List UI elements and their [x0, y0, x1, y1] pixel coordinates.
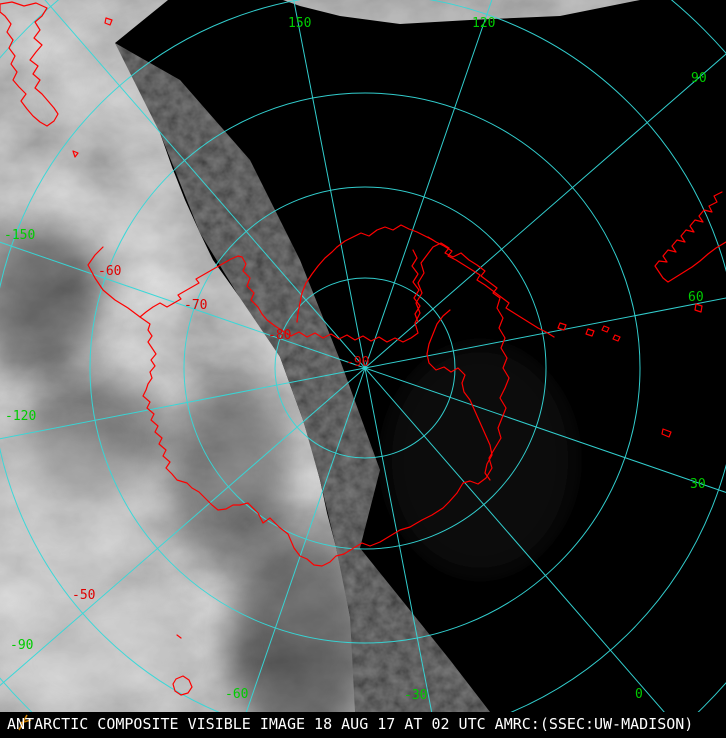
lon-label--30: -30	[404, 688, 427, 703]
ice-shelf-front-east	[411, 249, 421, 323]
lon-label--120: -120	[5, 409, 36, 424]
lat-label--80: -80	[268, 328, 291, 343]
caption-bar	[0, 712, 726, 738]
east-antarctic-inlet	[426, 309, 493, 481]
lon-label-150: 150	[288, 16, 311, 31]
islet-topleft	[104, 17, 113, 26]
meridian-60	[364, 297, 726, 369]
lat-label--60: -60	[98, 264, 121, 279]
meridian-0	[364, 367, 665, 712]
meridian--150	[0, 241, 366, 369]
topleft-island-coast	[0, 1, 59, 127]
island-1	[557, 322, 567, 331]
meridian--30	[364, 367, 433, 712]
islet-bottom	[172, 675, 193, 696]
queen-maud-coast	[336, 224, 434, 248]
lon-label-120: 120	[472, 16, 495, 31]
meridian--60	[245, 367, 366, 712]
meridian-30	[364, 367, 726, 493]
islet-mark	[72, 150, 79, 158]
island-5	[694, 303, 703, 313]
caption-overlap-artifact	[18, 714, 32, 731]
island-chain	[427, 236, 555, 338]
latitude-circle--70	[183, 186, 547, 550]
lat-label--70: -70	[184, 298, 207, 313]
longitude-labels: 150 120 90 60 30 0 -30 -60 -90 -120 -150	[4, 16, 707, 703]
island-6	[661, 428, 672, 438]
meridian-120	[364, 0, 493, 369]
satellite-swath-top	[283, 0, 640, 24]
island-3	[601, 325, 610, 333]
lon-label--60: -60	[225, 687, 248, 702]
latitude-circle--80	[274, 277, 456, 459]
latitude-circle--60	[89, 92, 641, 644]
dusk-speckle-zone	[115, 43, 490, 712]
enderby-coast	[654, 191, 726, 283]
antarctica-coastline	[139, 242, 510, 567]
caption-text: ANTARCTIC COMPOSITE VISIBLE IMAGE 18 AUG…	[7, 715, 693, 733]
coastline-west-spur	[87, 246, 141, 318]
island-2	[585, 328, 595, 337]
islet-tick	[176, 634, 182, 639]
faint-cloud-sector	[385, 345, 575, 575]
island-4	[612, 334, 621, 342]
meridian-150	[293, 0, 366, 369]
lon-label-30: 30	[690, 477, 706, 492]
lat-label--90: -90	[346, 355, 369, 370]
ice-shelf-front-west	[296, 246, 338, 323]
meridian--120	[0, 367, 366, 440]
lon-label--90: -90	[10, 638, 33, 653]
lon-label-60: 60	[688, 290, 704, 305]
lon-label-0: 0	[635, 687, 643, 702]
latitude-labels: -50 -60 -70 -80 -90	[72, 264, 369, 603]
lon-label--150: -150	[4, 228, 35, 243]
lat-label--50: -50	[72, 588, 95, 603]
meridian-180	[44, 0, 366, 369]
coastlines	[0, 1, 726, 696]
meridian-90	[364, 53, 726, 369]
lon-label-90: 90	[691, 71, 707, 86]
meridian--90	[0, 367, 366, 687]
